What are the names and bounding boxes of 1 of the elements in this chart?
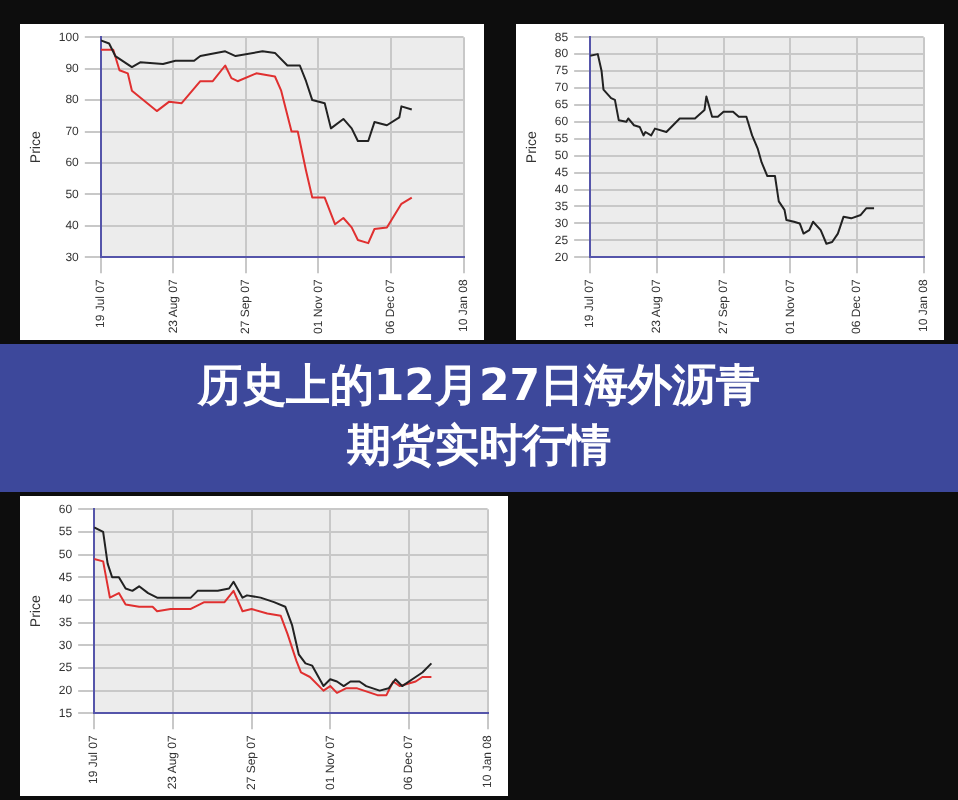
text: 历史上的12月27日海外沥青期货实时行情 bbox=[195, 360, 763, 476]
